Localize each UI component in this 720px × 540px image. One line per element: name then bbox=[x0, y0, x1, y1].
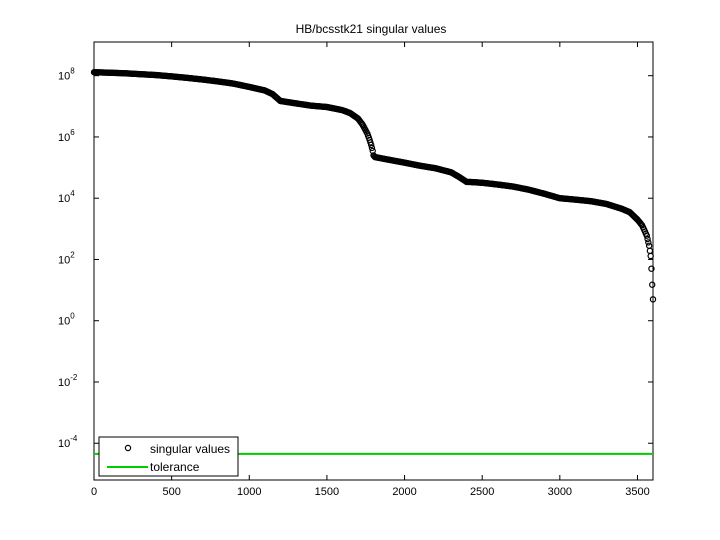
y-tick-label: 102 bbox=[58, 250, 75, 266]
legend-marker-singular-values bbox=[124, 444, 132, 452]
data-point bbox=[649, 296, 657, 303]
data-point bbox=[648, 265, 655, 272]
y-tick-label: 104 bbox=[58, 189, 75, 205]
y-tick-label: 10-4 bbox=[58, 434, 78, 450]
data-point bbox=[367, 141, 375, 149]
data-point bbox=[644, 235, 651, 243]
y-tick-label: 10-2 bbox=[58, 373, 78, 389]
x-tick-label: 500 bbox=[162, 486, 180, 498]
series-singular-values bbox=[90, 69, 657, 303]
x-tick-label: 3000 bbox=[548, 486, 572, 498]
x-tick-label: 3500 bbox=[625, 486, 649, 498]
x-tick-label: 2000 bbox=[392, 486, 416, 498]
chart-title: HB/bcsstk21 singular values bbox=[296, 22, 447, 36]
x-tick-label: 2500 bbox=[470, 486, 494, 498]
y-tick-label: 106 bbox=[58, 128, 75, 144]
plot-area bbox=[93, 41, 654, 481]
y-axis: 108 106 104 102 100 10-2 10-4 bbox=[58, 67, 653, 450]
legend-box bbox=[98, 436, 239, 477]
y-tick-label: 100 bbox=[58, 312, 75, 328]
x-tick-label: 1000 bbox=[237, 486, 261, 498]
legend: singular values tolerance bbox=[98, 436, 239, 477]
data-point bbox=[647, 252, 654, 260]
legend-label-singular-values: singular values bbox=[150, 442, 230, 456]
x-tick-label: 0 bbox=[91, 486, 97, 498]
legend-label-tolerance: tolerance bbox=[150, 460, 200, 474]
data-point bbox=[643, 232, 650, 239]
data-point bbox=[637, 221, 645, 228]
x-tick-label: 1500 bbox=[315, 486, 339, 498]
data-point bbox=[649, 281, 656, 288]
x-axis: 0 500 1000 1500 2000 2500 3000 3500 bbox=[91, 42, 650, 498]
data-point bbox=[368, 144, 376, 152]
data-point bbox=[645, 239, 652, 246]
y-tick-label: 108 bbox=[58, 67, 75, 83]
